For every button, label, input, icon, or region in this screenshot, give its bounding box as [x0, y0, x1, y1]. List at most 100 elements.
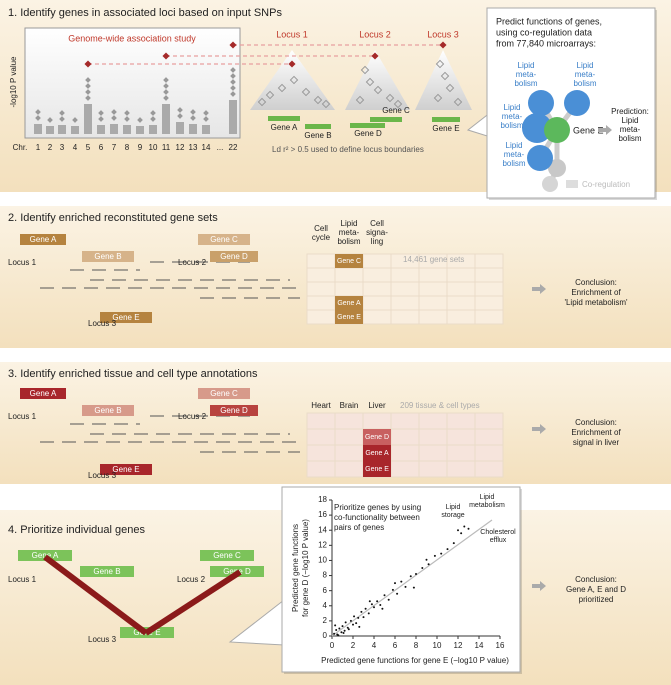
- grid-cell: [334, 428, 364, 446]
- snp: [230, 79, 236, 85]
- grid-cell: [362, 412, 392, 430]
- label: Gene C: [382, 106, 410, 115]
- y-tick-label: 12: [318, 540, 327, 549]
- point: [383, 594, 386, 597]
- lead-snp: [229, 41, 237, 49]
- y-tick-label: 0: [323, 631, 328, 640]
- grid-cell: [306, 428, 336, 446]
- hit-cell: [335, 296, 363, 310]
- lead-snp: [288, 60, 296, 68]
- point: [338, 627, 341, 630]
- grid-cell: [390, 444, 420, 462]
- point: [355, 622, 358, 625]
- point: [433, 554, 436, 557]
- snp: [365, 77, 375, 87]
- conclusion: prioritized: [579, 595, 614, 604]
- locus-label: Locus 3: [427, 29, 459, 39]
- chr-label: 4: [73, 143, 78, 152]
- manhattan-column: [162, 104, 170, 134]
- snp: [230, 73, 236, 79]
- snp: [313, 95, 323, 105]
- grid-cell: [390, 412, 420, 430]
- point: [346, 626, 349, 629]
- point: [379, 604, 382, 607]
- label: ling: [371, 237, 383, 246]
- panel-title: 4. Prioritize individual genes: [8, 524, 145, 536]
- label: pairs of genes: [334, 523, 384, 532]
- snp: [85, 83, 91, 89]
- x-axis-label: Predicted gene functions for gene E (−lo…: [321, 656, 509, 665]
- chr-label: 7: [112, 143, 117, 152]
- gwas-title: Genome-wide association study: [68, 33, 196, 43]
- snp: [257, 97, 267, 107]
- label: meta-: [516, 70, 537, 79]
- snp: [137, 117, 143, 123]
- gene: [370, 117, 402, 122]
- point: [362, 616, 365, 619]
- label: Cell: [314, 224, 328, 233]
- label: Lipid: [446, 504, 461, 511]
- snp: [230, 85, 236, 91]
- label: Lipid: [504, 103, 521, 112]
- point: [467, 527, 470, 530]
- label: Heart: [311, 401, 331, 410]
- y-tick-label: 8: [323, 571, 328, 580]
- label: bolism: [500, 121, 523, 130]
- conclusion: Conclusion:: [575, 418, 617, 427]
- snp: [72, 117, 78, 123]
- snp: [393, 99, 403, 109]
- grid-cell: [418, 412, 448, 430]
- grid-cell: [418, 444, 448, 462]
- label: Gene A: [365, 450, 389, 457]
- gene: [100, 312, 152, 323]
- node: [527, 145, 553, 171]
- label: meta-: [502, 112, 523, 121]
- chr-label: 14: [202, 143, 211, 152]
- point: [394, 582, 396, 585]
- snp: [265, 90, 275, 100]
- manhattan-column: [202, 125, 210, 134]
- gene: [82, 251, 134, 262]
- manhattan-column: [71, 126, 79, 134]
- label: Gene E: [432, 124, 459, 133]
- point: [427, 563, 430, 566]
- lead-snp: [162, 52, 170, 60]
- label: Gene C: [337, 258, 361, 265]
- grid-cell: [446, 428, 476, 446]
- label: Gene B: [304, 131, 331, 140]
- label: Lipid: [480, 494, 495, 501]
- label: Gene C: [210, 389, 238, 398]
- grid-cell: [334, 281, 364, 297]
- label: meta-: [504, 150, 525, 159]
- snp: [85, 89, 91, 95]
- grid-cell: [474, 412, 504, 430]
- point: [446, 548, 449, 551]
- hit-cell: [335, 254, 363, 268]
- conclusion: 'Lipid metabolism': [564, 298, 628, 307]
- gene: [198, 234, 250, 245]
- label: Gene A: [30, 235, 57, 244]
- label: 209 tissue & cell types: [400, 401, 480, 410]
- snp: [163, 95, 169, 101]
- snp: [190, 109, 196, 115]
- point: [421, 567, 424, 569]
- manhattan-column: [97, 125, 105, 134]
- chr-label: 5: [86, 143, 91, 152]
- manhattan-column: [189, 124, 197, 134]
- point: [343, 629, 346, 632]
- x-tick-label: 0: [330, 641, 335, 650]
- snp: [111, 109, 117, 115]
- snp: [98, 110, 104, 116]
- grid-cell: [362, 295, 392, 311]
- conclusion: Enrichment of: [571, 428, 621, 437]
- label: using co-regulation data: [496, 27, 592, 37]
- snp: [360, 65, 370, 75]
- grid-cell: [418, 281, 448, 297]
- point: [460, 532, 463, 535]
- grid-cell: [334, 412, 364, 430]
- label: bolism: [502, 159, 525, 168]
- snp: [373, 85, 383, 95]
- snp: [435, 59, 445, 69]
- label: meta-: [620, 125, 641, 134]
- point: [357, 616, 360, 619]
